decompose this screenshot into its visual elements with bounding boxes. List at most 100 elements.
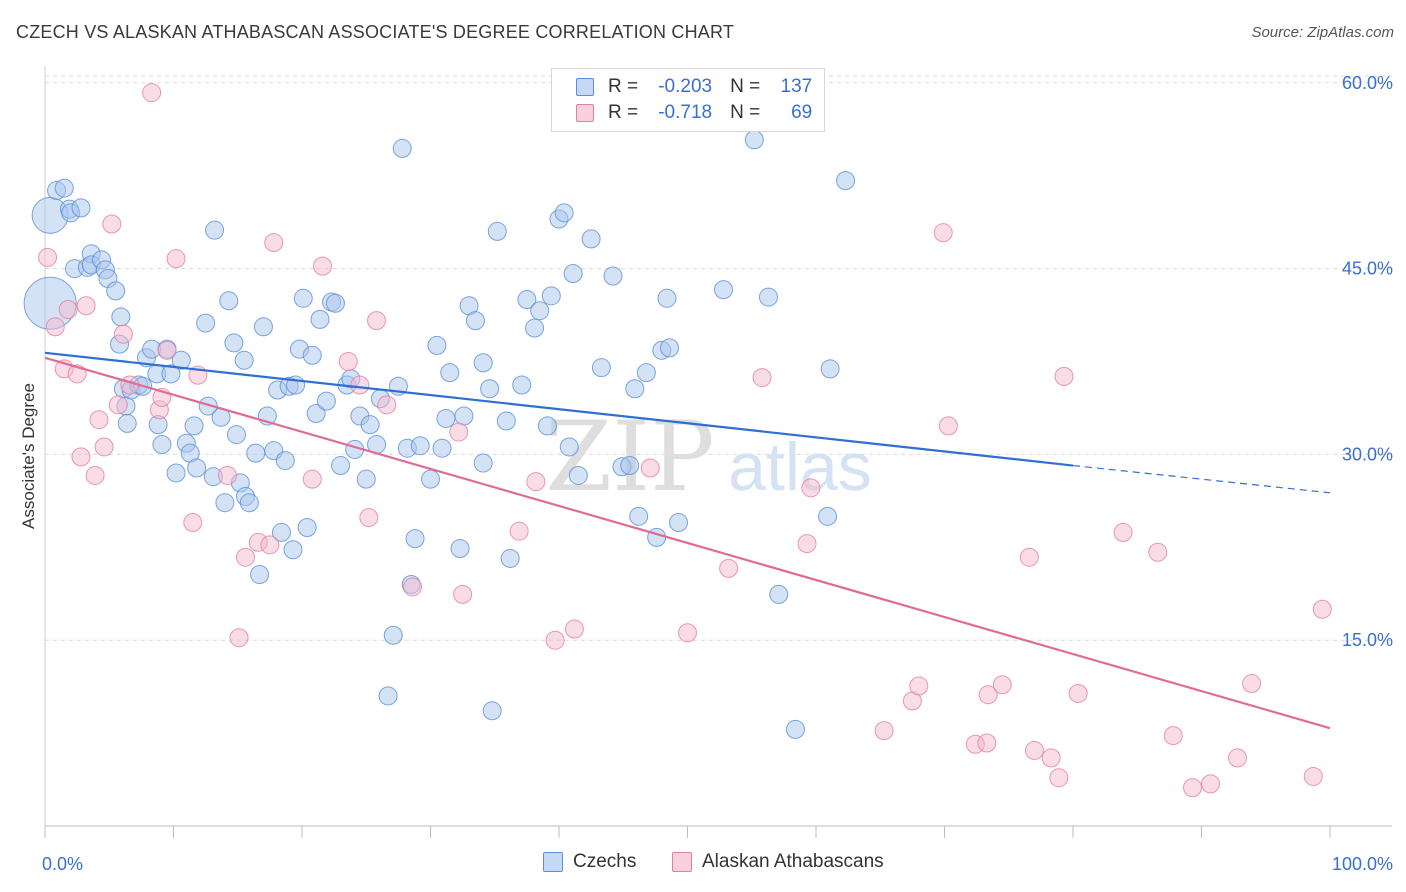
athabascan-point [108, 395, 128, 415]
czech-point [836, 171, 856, 191]
legend-item-athabascans: Alaskan Athabascans [672, 851, 884, 873]
legend-swatch-athabascans [672, 852, 692, 872]
czech-point [480, 379, 500, 399]
athabascan-point [678, 623, 697, 643]
r-value: -0.718 [658, 102, 713, 123]
n-value: 69 [791, 102, 813, 123]
athabascan-point [166, 249, 186, 269]
athabascan-point [640, 458, 660, 478]
series-legend: Czechs Alaskan Athabascans [0, 851, 1406, 877]
czech-point [454, 406, 474, 426]
correlation-legend: R = -0.203 N = 137 R = -0.718 N = 69 [551, 68, 825, 132]
legend-row-czechs: R = -0.203 N = 137 [576, 75, 812, 99]
n-label: N = [730, 102, 761, 123]
y-tick-label: 60.0% [1342, 73, 1393, 93]
athabascan-point [359, 508, 379, 528]
czech-point [450, 539, 470, 559]
athabascan-point [142, 83, 162, 103]
y-tick-label: 30.0% [1342, 444, 1393, 464]
czech-point [568, 465, 588, 485]
czech-point [432, 438, 452, 458]
legend-swatch-athabascans [576, 104, 594, 122]
athabascan-point [1183, 778, 1203, 798]
czech-point [219, 291, 239, 311]
athabascan-point [71, 447, 91, 467]
czech-point [410, 436, 430, 456]
athabascan-point [38, 247, 58, 267]
athabascan-point [58, 299, 78, 319]
athabascan-point [874, 721, 894, 741]
athabascan-point [545, 630, 565, 650]
czech-point [657, 288, 677, 308]
czech-point [785, 719, 805, 739]
x-tick-label: 100.0% [1332, 854, 1393, 874]
czech-point [436, 408, 456, 428]
czech-point [383, 625, 403, 645]
czech-point [71, 198, 91, 218]
athabascan-point [1019, 547, 1039, 567]
legend-swatch-czechs [543, 852, 563, 872]
athabascan-point [45, 317, 65, 337]
athabascan-point [992, 675, 1012, 695]
czech-point [316, 391, 336, 411]
czech-point [500, 548, 520, 568]
athabascan-point [235, 547, 255, 567]
athabascan-point [1113, 522, 1133, 542]
czech-point [356, 469, 376, 489]
czech-point [246, 443, 266, 463]
athabascan-point [113, 324, 133, 344]
czech-point [271, 522, 291, 542]
athabascans-trend-line [44, 356, 1331, 730]
athabascan-point [1312, 599, 1332, 619]
czech-point [758, 287, 778, 307]
athabascan-point [367, 311, 387, 331]
athabascan-point [1227, 748, 1247, 768]
athabascan-point [1303, 766, 1323, 786]
czech-point [554, 203, 574, 223]
czech-point [620, 456, 640, 476]
athabascan-point [1200, 774, 1220, 794]
athabascan-point [313, 256, 333, 276]
czech-point [302, 345, 322, 365]
athabascan-point [1242, 674, 1262, 694]
athabascan-point [509, 521, 529, 541]
athabascan-point [350, 375, 370, 395]
athabascan-point [338, 351, 358, 371]
czechs-points [23, 130, 856, 739]
legend-label-athabascans: Alaskan Athabascans [702, 851, 884, 872]
czech-point [537, 416, 557, 436]
watermark: ZIP atlas [545, 401, 871, 513]
czech-point [487, 221, 507, 241]
athabascan-point [264, 233, 284, 253]
legend-item-czechs: Czechs [543, 851, 636, 873]
czech-point [563, 264, 583, 284]
legend-row-athabascans: R = -0.718 N = 69 [576, 101, 812, 125]
axes [44, 66, 1392, 838]
czech-point [226, 425, 246, 445]
athabascan-point [260, 535, 280, 555]
athabascan-point [719, 558, 739, 578]
czech-point [310, 309, 330, 329]
athabascan-point [94, 437, 114, 457]
czech-point [161, 364, 181, 384]
czech-point [591, 358, 611, 378]
athabascan-point [453, 584, 473, 604]
czech-point [669, 513, 689, 533]
czech-point [283, 540, 303, 560]
athabascan-point [102, 214, 122, 234]
athabascan-point [217, 465, 237, 485]
czech-point [293, 288, 313, 308]
czech-point [215, 493, 235, 513]
czech-point [496, 411, 516, 431]
czech-point [196, 313, 216, 333]
chart-title: CZECH VS ALASKAN ATHABASCAN ASSOCIATE'S … [16, 22, 735, 42]
czech-point [297, 517, 317, 537]
n-value: 137 [780, 76, 813, 97]
czech-point [253, 317, 273, 337]
y-axis-label: Associate's Degree [19, 383, 38, 529]
czech-point [325, 293, 345, 313]
athabascan-point [85, 465, 105, 485]
czech-point [187, 458, 207, 478]
czech-point [512, 375, 532, 395]
